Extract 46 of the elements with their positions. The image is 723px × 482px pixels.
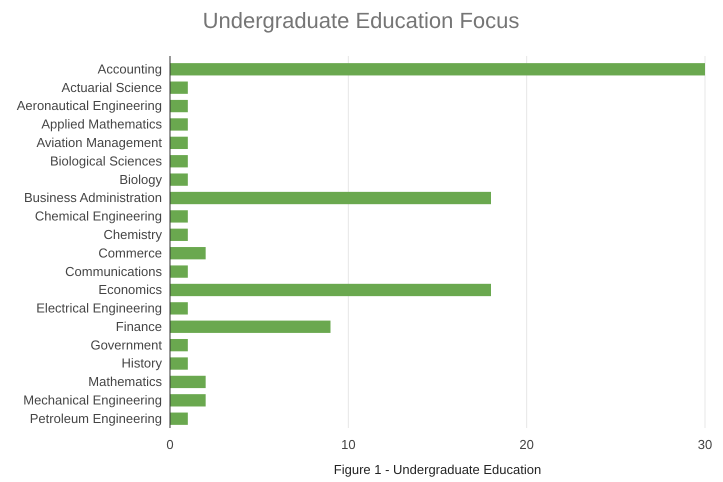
y-tick-label: Chemical Engineering xyxy=(34,208,162,224)
y-tick-label: Applied Mathematics xyxy=(41,116,162,132)
bar xyxy=(170,228,188,241)
y-tick-label: Chemistry xyxy=(103,226,162,242)
bar xyxy=(170,284,491,296)
y-tick-label: Mathematics xyxy=(88,374,162,390)
y-tick-label: Aeronautical Engineering xyxy=(16,98,162,114)
x-axis-title: Figure 1 - Undergraduate Education xyxy=(334,462,542,477)
bar xyxy=(170,136,188,150)
bar xyxy=(170,118,188,131)
y-tick-label: Business Administration xyxy=(24,190,162,206)
bar xyxy=(170,173,188,186)
y-tick-label: Actuarial Science xyxy=(62,80,162,95)
y-tick-label: Biological Sciences xyxy=(50,153,162,168)
y-tick-label: Aviation Management xyxy=(36,135,162,150)
bar xyxy=(170,338,188,352)
bar xyxy=(170,357,188,370)
x-tick-label: 0 xyxy=(166,437,174,452)
y-tick-label: Economics xyxy=(98,282,162,298)
y-tick-label: Communications xyxy=(65,264,162,279)
bar xyxy=(170,394,206,406)
bar xyxy=(170,63,705,76)
bar xyxy=(170,302,188,315)
y-tick-label: Mechanical Engineering xyxy=(23,392,162,408)
y-tick-label: Biology xyxy=(119,172,162,187)
bar xyxy=(170,210,188,223)
y-tick-label: Government xyxy=(90,337,162,352)
y-tick-label: Commerce xyxy=(98,245,162,260)
y-tick-label: History xyxy=(122,356,162,371)
bar xyxy=(170,412,188,425)
bar xyxy=(170,100,188,112)
x-tick-label: 30 xyxy=(698,437,712,452)
y-tick-label: Electrical Engineering xyxy=(36,300,162,316)
x-tick-label: 10 xyxy=(341,437,356,452)
chart-title: Undergraduate Education Focus xyxy=(202,8,520,33)
x-tick-label: 20 xyxy=(519,437,534,452)
bar xyxy=(170,192,491,204)
bar xyxy=(170,82,188,94)
bar xyxy=(170,265,188,278)
y-tick-label: Petroleum Engineering xyxy=(30,410,162,426)
bar xyxy=(170,247,206,260)
bar xyxy=(170,376,206,388)
y-tick-label: Finance xyxy=(116,318,162,334)
bar xyxy=(170,155,188,168)
y-tick-label: Accounting xyxy=(98,61,162,76)
bar xyxy=(170,320,330,333)
